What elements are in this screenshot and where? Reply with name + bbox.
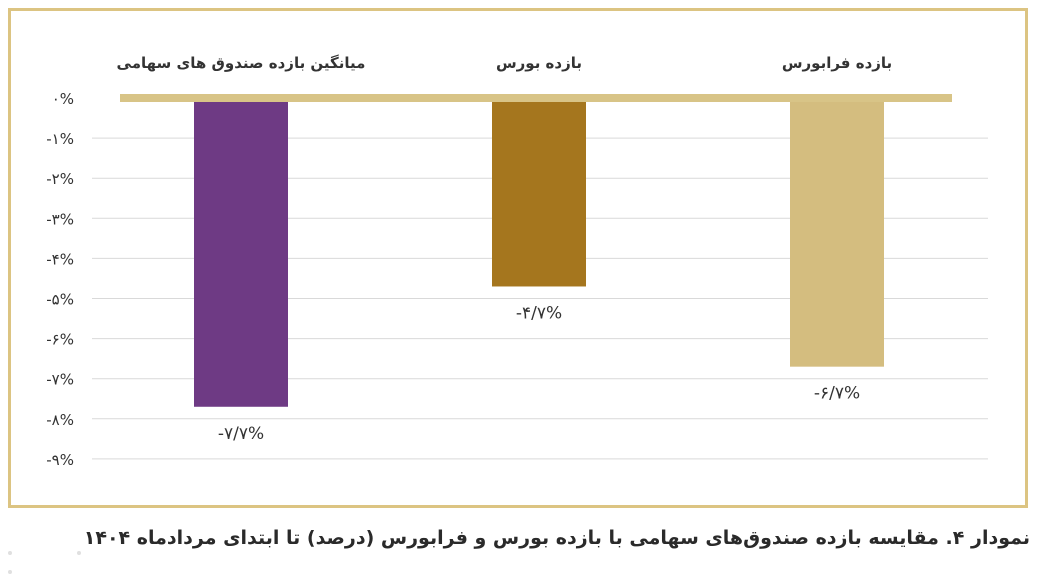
y-tick-label: -۵% [46,291,74,309]
y-tick-label: -۲% [46,170,74,188]
bars [194,98,884,407]
y-tick-label: -۸% [46,411,74,429]
bar [194,98,288,407]
y-tick-label: -۷% [46,371,74,389]
data-label: -۴/۷% [516,303,562,323]
value-labels: -۷/۷% -۴/۷% -۶/۷% [218,303,860,443]
baseline [120,94,952,102]
y-tick-label: ۰% [52,90,74,108]
y-tick-label: -۱% [46,130,74,148]
data-label: -۷/۷% [218,424,264,444]
y-tick-label: -۹% [46,451,74,469]
category-label: بازده فرابورس [782,54,892,72]
figure-caption: نمودار ۴. مقایسه بازده صندوق‌های سهامی ب… [83,527,1030,549]
category-labels: میانگین بازده صندوق های سهامی بازده بورس ب… [117,54,893,72]
y-tick-label: -۴% [46,250,74,268]
bar [790,98,884,367]
category-label: بازده بورس [496,54,582,72]
bar [492,98,586,287]
category-label: میانگین بازده صندوق های سهامی [117,54,366,72]
y-tick-label: -۳% [46,210,74,228]
y-tick-label: -۶% [46,331,74,349]
y-axis-ticks: ۰% -۱% -۲% -۳% -۴% -۵% -۶% -۷% -۸% -۹% [46,90,74,469]
bar-chart: ۰% -۱% -۲% -۳% -۴% -۵% -۶% -۷% -۸% -۹% میانگین با… [46,54,988,469]
data-label: -۶/۷% [814,384,860,404]
zero-baseline [120,94,952,102]
